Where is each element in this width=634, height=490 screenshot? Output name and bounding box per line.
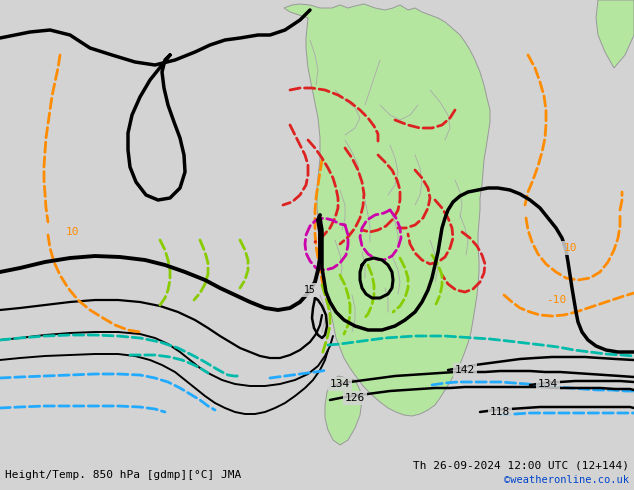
- Text: 134: 134: [538, 379, 558, 389]
- Text: -10: -10: [546, 295, 566, 305]
- Text: 142: 142: [455, 365, 475, 375]
- Text: 10: 10: [65, 227, 79, 237]
- Text: 15: 15: [304, 285, 316, 295]
- Polygon shape: [284, 4, 490, 416]
- Polygon shape: [325, 376, 362, 445]
- Text: 118: 118: [490, 407, 510, 417]
- Text: 134: 134: [330, 379, 350, 389]
- Text: Th 26-09-2024 12:00 UTC (12+144): Th 26-09-2024 12:00 UTC (12+144): [413, 460, 629, 470]
- Bar: [0, 450, 634, 490]
- Polygon shape: [596, 0, 634, 68]
- Text: 126: 126: [345, 393, 365, 403]
- Text: ©weatheronline.co.uk: ©weatheronline.co.uk: [504, 475, 629, 485]
- Text: 10: 10: [563, 243, 577, 253]
- Text: Height/Temp. 850 hPa [gdmp][°C] JMA: Height/Temp. 850 hPa [gdmp][°C] JMA: [5, 470, 242, 480]
